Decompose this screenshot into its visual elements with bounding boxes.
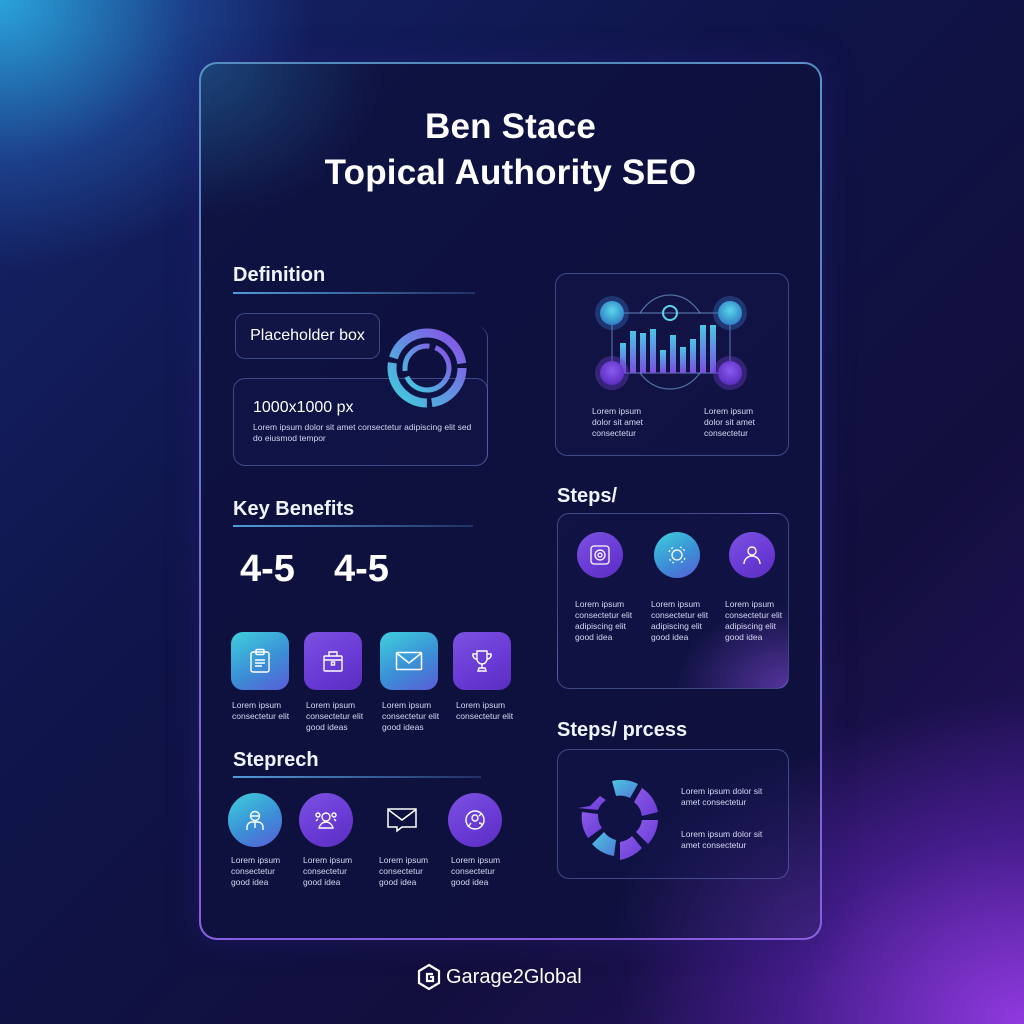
team-icon <box>299 793 353 847</box>
garage2global-logo-icon <box>416 963 442 991</box>
benefit-value-1: 4-5 <box>240 548 295 590</box>
process-heading: Steps/ prcess <box>557 719 688 741</box>
brand-logo: Garage2Global <box>416 963 582 991</box>
definition-outer-frame <box>361 326 488 465</box>
steprech-heading: Steprech <box>233 749 319 771</box>
process-caption-2: Lorem ipsum dolor sit amet consectetur <box>681 829 763 850</box>
benefit-value-2: 4-5 <box>334 548 389 590</box>
trophy-icon <box>453 632 511 690</box>
placeholder-box: Placeholder box <box>235 313 380 359</box>
globe-icon <box>448 793 502 847</box>
steps-caption-3: Lorem ipsum consectetur elit adipiscing … <box>725 599 783 642</box>
key-benefits-heading: Key Benefits <box>233 498 355 520</box>
infographic-card <box>199 62 822 940</box>
user-icon <box>729 532 775 578</box>
segmented-donut-icon <box>576 776 664 860</box>
steps-caption-1: Lorem ipsum consectetur elit adipiscing … <box>575 599 633 642</box>
target-icon <box>577 532 623 578</box>
cycle-icon <box>654 532 700 578</box>
steprech-divider <box>233 776 481 778</box>
process-caption-1: Lorem ipsum dolor sit amet consectetur <box>681 786 763 807</box>
brand-name: Garage2Global <box>446 965 582 988</box>
donut-ring-icon <box>384 325 470 411</box>
benefit-caption-1: Lorem ipsum consectetur elit <box>232 700 290 721</box>
page-title-line2: Topical Authority SEO <box>324 153 697 192</box>
benefit-caption-4: Lorem ipsum consectetur elit <box>456 700 514 721</box>
steprech-caption-1: Lorem ipsum consectetur good idea <box>231 855 281 887</box>
network-caption-right: Lorem ipsum dolor sit amet consectetur <box>704 406 756 438</box>
benefit-caption-3: Lorem ipsum consectetur elit good ideas <box>382 700 440 732</box>
page-title-line1: Ben Stace <box>424 107 597 146</box>
steprech-caption-4: Lorem ipsum consectetur good idea <box>451 855 501 887</box>
steprech-caption-2: Lorem ipsum consectetur good idea <box>303 855 353 887</box>
steprech-caption-3: Lorem ipsum consectetur good idea <box>379 855 429 887</box>
definition-divider <box>233 292 475 294</box>
key-benefits-divider <box>233 525 473 527</box>
envelope-icon <box>380 632 438 690</box>
clipboard-icon <box>231 632 289 690</box>
definition-heading: Definition <box>233 264 326 286</box>
benefit-caption-2: Lorem ipsum consectetur elit good ideas <box>306 700 364 732</box>
definition-description: Lorem ipsum dolor sit amet consectetur a… <box>253 422 472 443</box>
network-caption-left: Lorem ipsum dolor sit amet consectetur <box>592 406 644 438</box>
definition-size-label: 1000x1000 px <box>253 399 354 416</box>
person-icon <box>228 793 282 847</box>
message-icon <box>375 793 429 847</box>
steps-heading: Steps/ <box>557 485 618 507</box>
steps-caption-2: Lorem ipsum consectetur elit adipiscing … <box>651 599 709 642</box>
briefcase-icon <box>304 632 362 690</box>
network-bar-chart-icon <box>590 285 752 395</box>
